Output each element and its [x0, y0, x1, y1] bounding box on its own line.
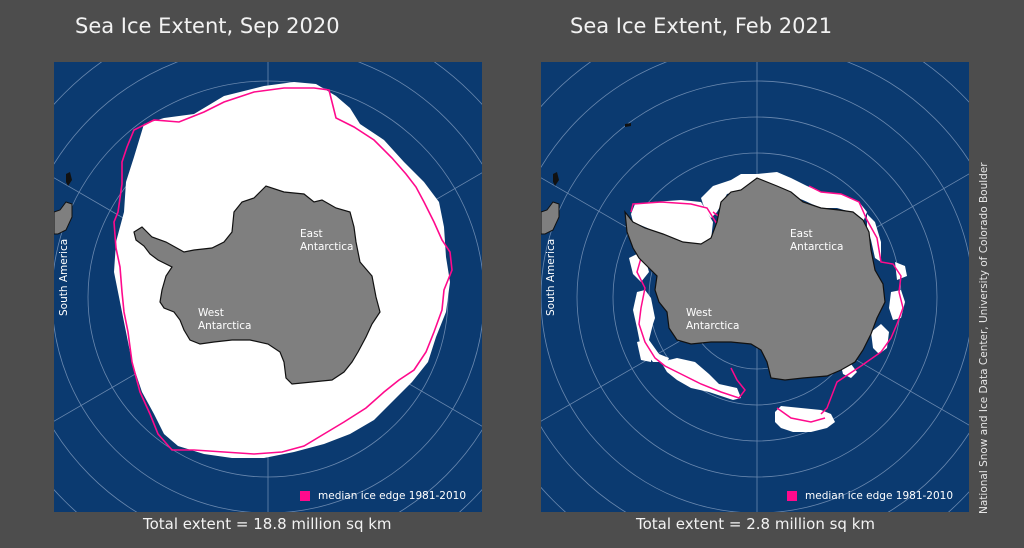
legend-label: median ice edge 1981-2010 — [318, 490, 467, 502]
map-feb-2021: East Antarctica West Antarctica South Am… — [541, 62, 969, 512]
legend-label: median ice edge 1981-2010 — [805, 490, 954, 502]
label-east-antarctica: East Antarctica — [300, 228, 354, 253]
map-sep-2020: East Antarctica West Antarctica South Am… — [54, 62, 482, 512]
south-america-landmass — [54, 201, 73, 235]
label-east-antarctica: East Antarctica — [790, 228, 844, 253]
legend: median ice edge 1981-2010 — [787, 490, 953, 502]
label-south-america: South America — [545, 238, 557, 316]
south-america-landmass — [541, 201, 560, 235]
sea-ice-extent — [629, 172, 907, 432]
map-canvas — [541, 62, 969, 512]
antarctica-landmass — [133, 185, 381, 385]
median-edge-swatch — [300, 491, 310, 501]
total-extent-feb-2021: Total extent = 2.8 million sq km — [636, 515, 876, 533]
island-speck — [553, 172, 559, 186]
total-extent-sep-2020: Total extent = 18.8 million sq km — [143, 515, 392, 533]
panel-title-feb-2021: Sea Ice Extent, Feb 2021 — [570, 14, 833, 38]
label-west-antarctica: West Antarctica — [198, 307, 252, 332]
island-speck — [66, 172, 72, 186]
island-speck — [625, 123, 631, 127]
map-canvas — [54, 62, 482, 512]
panel-title-sep-2020: Sea Ice Extent, Sep 2020 — [75, 14, 340, 38]
source-credit: National Snow and Ice Data Center, Unive… — [978, 162, 990, 514]
median-edge-swatch — [787, 491, 797, 501]
median-ice-edge — [113, 87, 453, 455]
median-ice-edge — [630, 185, 904, 423]
legend: median ice edge 1981-2010 — [300, 490, 466, 502]
antarctica-landmass — [624, 177, 886, 381]
label-south-america: South America — [58, 238, 70, 316]
label-west-antarctica: West Antarctica — [686, 307, 740, 332]
